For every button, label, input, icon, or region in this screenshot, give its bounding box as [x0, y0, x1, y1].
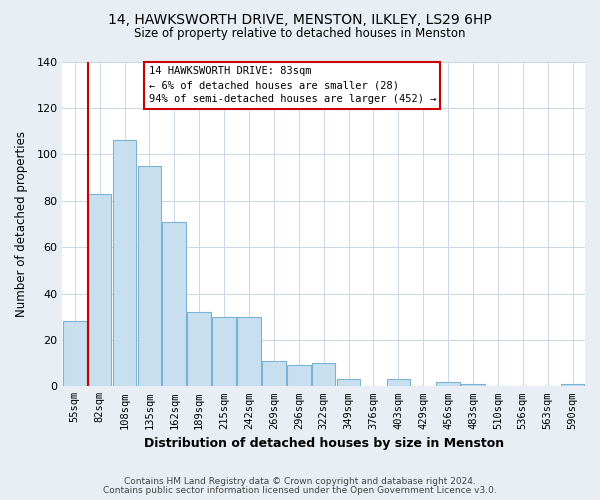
- Bar: [262, 361, 286, 386]
- Text: Contains HM Land Registry data © Crown copyright and database right 2024.: Contains HM Land Registry data © Crown c…: [124, 477, 476, 486]
- Bar: [113, 140, 136, 386]
- Y-axis label: Number of detached properties: Number of detached properties: [15, 131, 28, 317]
- Bar: [461, 384, 485, 386]
- Bar: [187, 312, 211, 386]
- Bar: [312, 363, 335, 386]
- Bar: [88, 194, 112, 386]
- Bar: [337, 380, 361, 386]
- Text: Size of property relative to detached houses in Menston: Size of property relative to detached ho…: [134, 28, 466, 40]
- Text: 14 HAWKSWORTH DRIVE: 83sqm
← 6% of detached houses are smaller (28)
94% of semi-: 14 HAWKSWORTH DRIVE: 83sqm ← 6% of detac…: [149, 66, 436, 104]
- Bar: [163, 222, 186, 386]
- Bar: [237, 316, 261, 386]
- Bar: [561, 384, 584, 386]
- Bar: [287, 366, 311, 386]
- Bar: [212, 316, 236, 386]
- Bar: [63, 322, 86, 386]
- Bar: [137, 166, 161, 386]
- Bar: [436, 382, 460, 386]
- Text: 14, HAWKSWORTH DRIVE, MENSTON, ILKLEY, LS29 6HP: 14, HAWKSWORTH DRIVE, MENSTON, ILKLEY, L…: [108, 12, 492, 26]
- Bar: [386, 380, 410, 386]
- X-axis label: Distribution of detached houses by size in Menston: Distribution of detached houses by size …: [143, 437, 504, 450]
- Text: Contains public sector information licensed under the Open Government Licence v3: Contains public sector information licen…: [103, 486, 497, 495]
